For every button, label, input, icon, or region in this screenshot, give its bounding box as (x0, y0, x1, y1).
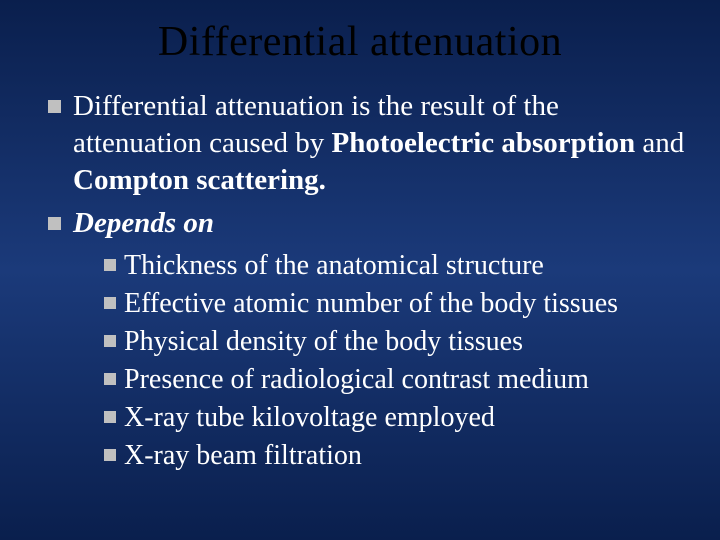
bullet-level1: Depends on (48, 205, 690, 242)
sub1-text: Thickness of the anatomical structure (124, 248, 544, 284)
square-bullet-icon (104, 373, 116, 385)
bullet-level2: Presence of radiological contrast medium (104, 362, 690, 398)
square-bullet-icon (104, 411, 116, 423)
bullet-level1: Differential attenuation is the result o… (48, 88, 690, 199)
sub4-text: Presence of radiological contrast medium (124, 362, 589, 398)
slide-container: Differential attenuation Differential at… (0, 0, 720, 540)
bullet-level2: X-ray tube kilovoltage employed (104, 400, 690, 436)
bullet1-bold1: Photoelectric absorption (332, 127, 636, 159)
bullet-level2: Effective atomic number of the body tiss… (104, 286, 690, 322)
sub6-text: X-ray beam filtration (124, 438, 362, 474)
bullet2-text: Depends on (73, 205, 214, 242)
bullet-level2: Thickness of the anatomical structure (104, 248, 690, 284)
square-bullet-icon (48, 217, 61, 230)
bullet1-bold2: Compton scattering. (73, 164, 326, 196)
bullet-level2: X-ray beam filtration (104, 438, 690, 474)
bullet1-text: Differential attenuation is the result o… (73, 88, 690, 199)
bullet-level2: Physical density of the body tissues (104, 324, 690, 360)
sub2-text: Effective atomic number of the body tiss… (124, 286, 618, 322)
square-bullet-icon (104, 449, 116, 461)
square-bullet-icon (104, 335, 116, 347)
square-bullet-icon (48, 100, 61, 113)
sub5-text: X-ray tube kilovoltage employed (124, 400, 495, 436)
square-bullet-icon (104, 297, 116, 309)
square-bullet-icon (104, 259, 116, 271)
bullet1-part2: and (635, 127, 684, 159)
slide-title: Differential attenuation (30, 18, 690, 66)
sub3-text: Physical density of the body tissues (124, 324, 523, 360)
